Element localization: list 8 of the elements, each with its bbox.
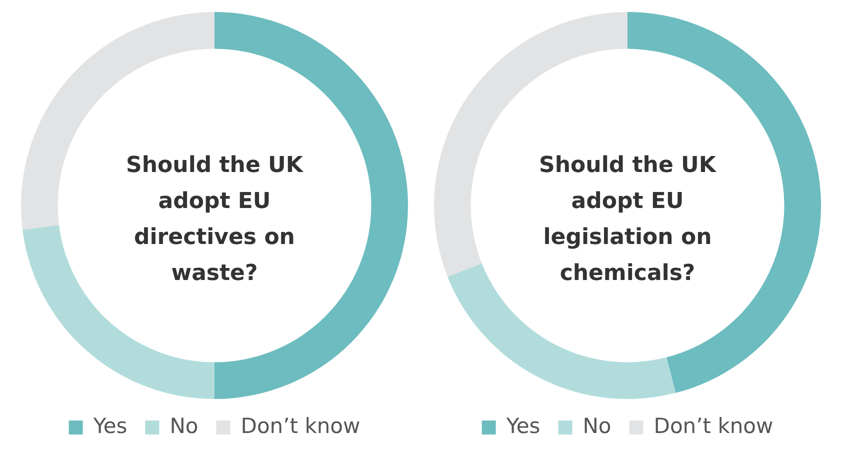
legend-label: No: [582, 414, 612, 438]
text: Should the UK adopt EU legislation on chemicals?: [538, 152, 718, 288]
legend-label: Yes: [92, 414, 128, 438]
legend-label: Yes: [505, 414, 540, 438]
legend-label: Don’t know: [240, 414, 360, 438]
text: Should the UK adopt EU directives on waste?: [125, 152, 304, 288]
legend-label: Don’t know: [654, 414, 774, 438]
legend-label: No: [170, 414, 198, 438]
